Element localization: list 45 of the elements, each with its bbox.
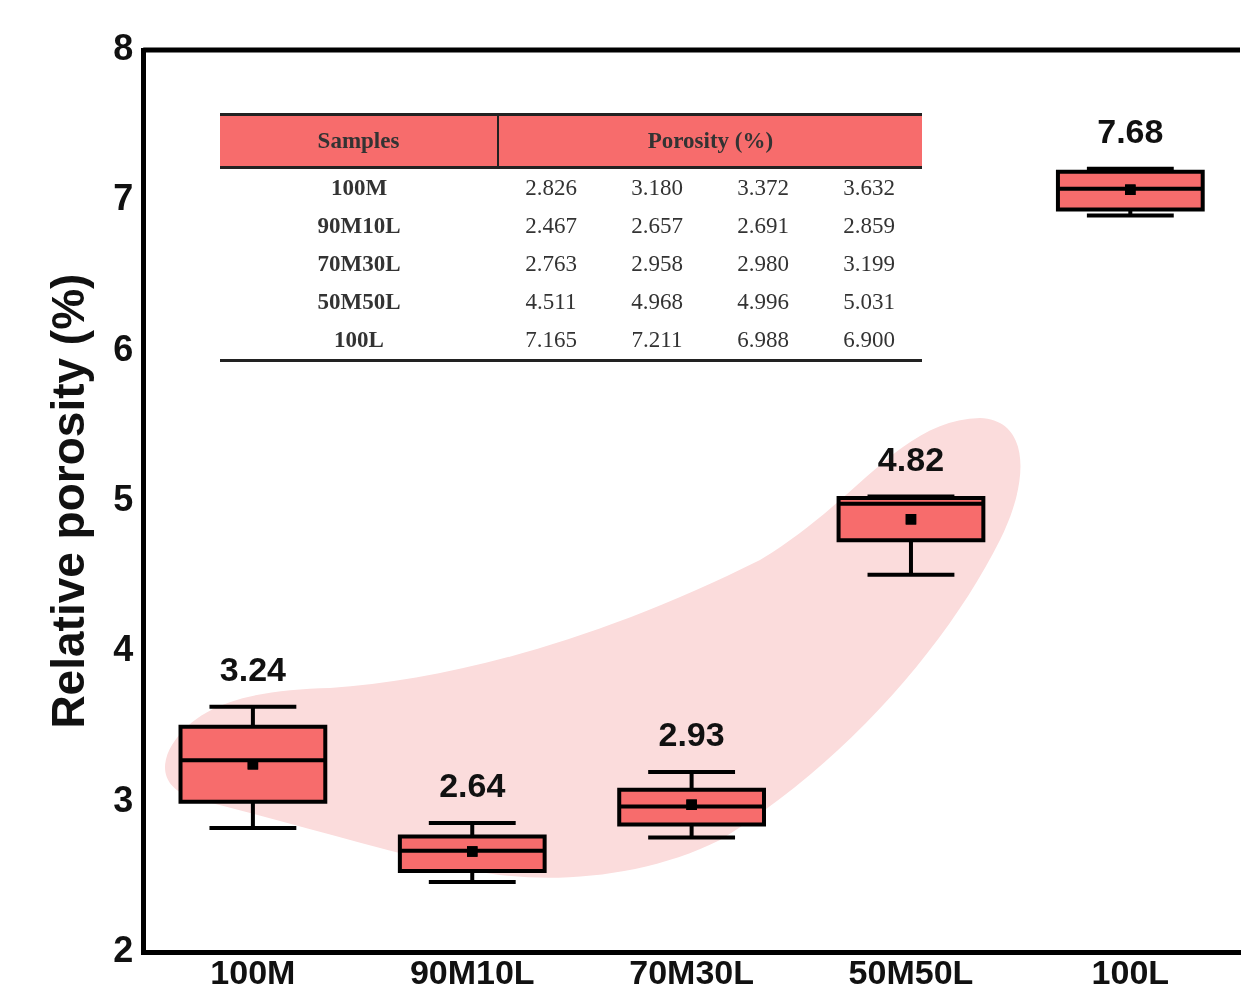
annotation: 7.211	[630, 326, 684, 354]
annotation: 4.82	[877, 439, 945, 478]
annotation: 90M10L	[316, 212, 402, 240]
annotation: Samples	[220, 114, 498, 168]
annotation: 2.93	[658, 715, 725, 754]
x-tick-label: 100L	[1091, 952, 1170, 991]
annotation: 3.632	[842, 174, 896, 202]
y-tick-label: 4	[113, 628, 134, 670]
y-tick-label: 2	[113, 929, 134, 971]
annotation: 3.180	[630, 174, 684, 202]
annotation: 2.657	[630, 212, 684, 240]
annotation: 2.467	[524, 212, 578, 240]
x-tick-label: 50M50L	[848, 952, 974, 991]
annotation: 2.64	[439, 766, 506, 805]
annotation: 6.988	[736, 326, 790, 354]
annotation: 2.826	[524, 174, 578, 202]
annotation: 50M50L	[316, 288, 402, 316]
annotation: Porosity (%)	[498, 114, 922, 168]
annotation: 5.031	[842, 288, 896, 316]
annotation: 3.372	[736, 174, 790, 202]
y-tick-label: 3	[113, 778, 134, 820]
annotation: 3.24	[219, 650, 287, 689]
annotation: 2.980	[736, 250, 790, 278]
annotation: 2.859	[842, 212, 896, 240]
annotation: 2.691	[736, 212, 790, 240]
x-tick-label: 90M10L	[409, 952, 535, 991]
annotation: 3.199	[842, 250, 896, 278]
x-tick-label: 70M30L	[629, 952, 754, 991]
y-tick-label: 8	[113, 26, 134, 68]
y-axis-title: Relative porosity (%)	[42, 273, 95, 729]
annotation: 100M	[329, 174, 389, 202]
y-tick-label: 6	[113, 327, 134, 369]
x-tick-label: 100M	[210, 952, 296, 991]
annotation: 4.996	[736, 288, 790, 316]
annotation: 4.968	[630, 288, 684, 316]
y-tick-label: 7	[113, 177, 134, 219]
annotation: 70M30L	[316, 250, 402, 278]
annotation: 2.763	[524, 250, 578, 278]
annotation: 6.900	[842, 326, 896, 354]
annotation: 7.165	[524, 326, 578, 354]
annotation: 100L	[333, 326, 385, 354]
y-tick-label: 5	[113, 478, 134, 520]
annotation: 4.511	[524, 288, 578, 316]
annotation: 2.958	[630, 250, 684, 278]
annotation: 7.68	[1097, 112, 1164, 151]
